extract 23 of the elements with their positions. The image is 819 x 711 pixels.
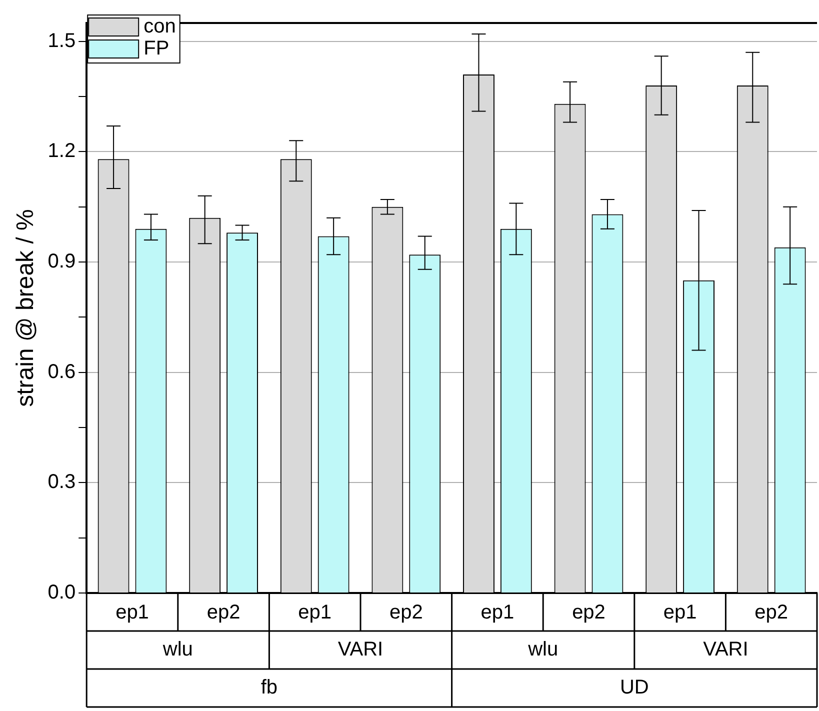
text: wlu (527, 638, 558, 661)
x-tick-label: ep1 (480, 602, 514, 624)
x-tick-label: ep1 (663, 602, 697, 624)
legend-label: con (144, 16, 176, 38)
x-tick-label: ep2 (754, 602, 788, 624)
text: UD (620, 676, 649, 699)
x-tick-label: ep1 (298, 602, 332, 624)
x-tick-label: ep1 (116, 602, 149, 624)
y-tick-label: 1.2 (48, 140, 76, 162)
legend-label: FP (144, 38, 170, 60)
y-axis-title: strain @ break / % (12, 209, 40, 407)
text: fb (260, 676, 278, 699)
x-tick-label: ep2 (206, 602, 240, 624)
y-tick-label: 0.3 (48, 471, 76, 494)
text: VARI (338, 638, 384, 661)
x-tick-label: ep2 (389, 602, 423, 624)
text: wlu (162, 638, 193, 661)
x-tick-label: ep2 (572, 602, 606, 624)
y-tick-label: 0.9 (48, 250, 76, 273)
y-tick-label: 0.6 (48, 360, 76, 383)
y-tick-label: 1.5 (48, 30, 76, 52)
y-tick-label: 0.0 (48, 582, 76, 604)
text: VARI (703, 638, 748, 661)
